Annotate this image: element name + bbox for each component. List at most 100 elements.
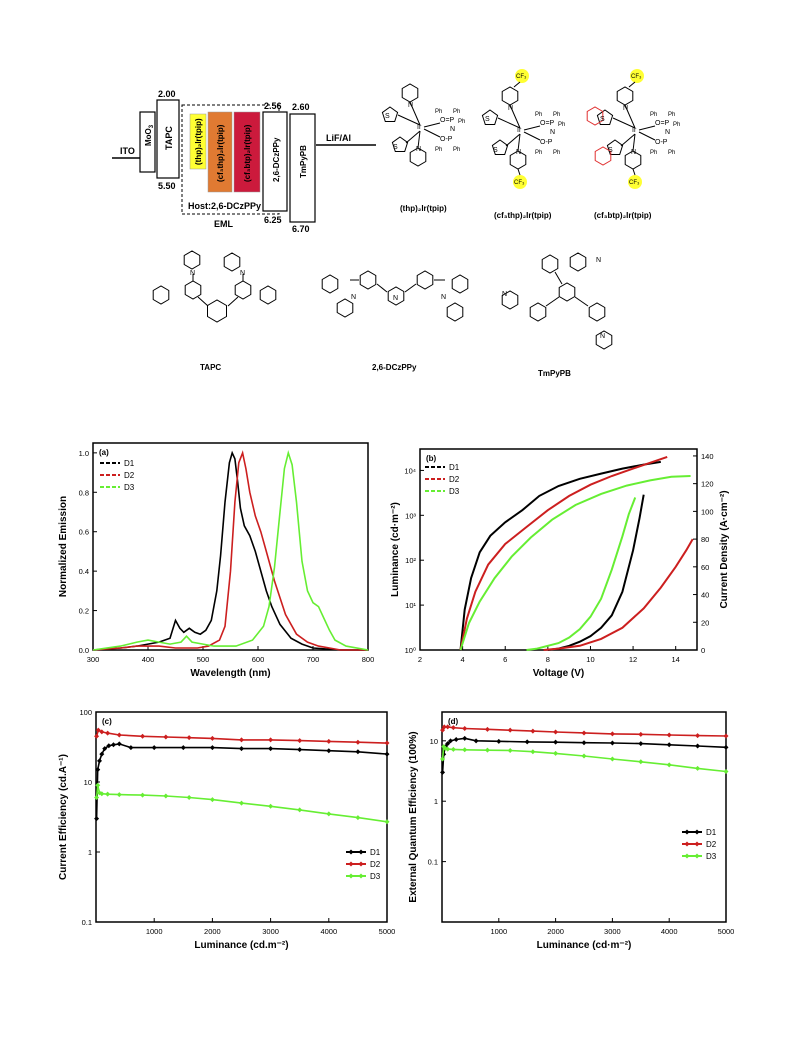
bond-line <box>620 133 636 147</box>
data-point <box>268 746 274 752</box>
data-point <box>151 745 157 751</box>
nitrogen-atom: N <box>441 294 446 301</box>
moo3-label: MoO3 <box>144 124 155 146</box>
moo3-layer <box>139 111 156 173</box>
x-tick-label: 3000 <box>262 927 279 936</box>
data-point <box>496 738 502 744</box>
pyridine-ring <box>569 252 587 272</box>
bond-line <box>574 296 589 307</box>
data-point <box>450 746 456 752</box>
y-tick-label: 0.8 <box>79 488 89 497</box>
data-point <box>609 731 615 737</box>
bond-line <box>423 128 441 138</box>
y-right-axis-label: Current Density (A·cm⁻²) <box>719 490 730 608</box>
bond-line <box>554 271 563 285</box>
nitrogen-atom: N <box>516 149 521 156</box>
data-point <box>581 740 587 746</box>
dczppy-homo: 6.25 <box>264 215 282 225</box>
plot-frame <box>419 448 698 651</box>
ito-label: ITO <box>120 146 135 156</box>
phenyl-label: Ph <box>535 150 542 156</box>
data-point <box>440 769 446 775</box>
data-point <box>180 745 186 751</box>
phenyl-ring <box>416 270 434 290</box>
legend-label-d3: D3 <box>124 483 135 492</box>
data-point <box>507 748 513 754</box>
data-point <box>441 724 447 730</box>
bond-line <box>517 133 521 152</box>
data-point <box>95 767 101 773</box>
molecule-label-cf3btp: (cf₃btp)₂Ir(tpip) <box>594 211 652 220</box>
y-right-tick-label: 100 <box>701 507 714 516</box>
data-point <box>239 746 244 752</box>
tolyl-ring <box>152 285 170 305</box>
data-point <box>128 745 134 751</box>
y-axis-label: Luminance (cd·m⁻²) <box>390 502 401 597</box>
dczppy-label: 2,6-DCzPPy <box>272 137 281 182</box>
data-point <box>684 841 690 847</box>
bond-line <box>523 125 541 131</box>
x-tick-label: 700 <box>307 655 320 664</box>
cf3-highlight <box>513 175 527 189</box>
panel-label: (c) <box>102 717 112 726</box>
bond-line <box>638 125 656 131</box>
data-point <box>99 729 105 735</box>
x-tick-label: 8 <box>546 655 550 664</box>
x-tick-label: 800 <box>362 655 375 664</box>
sulfur-atom: S <box>385 113 390 120</box>
bond-line <box>523 131 541 141</box>
cf3-group: CF₃ <box>629 180 640 186</box>
cf3-group: CF₃ <box>516 74 527 80</box>
x-axis-label: Luminance (cd.m⁻²) <box>194 940 288 951</box>
sulfur-atom: S <box>493 147 498 154</box>
phosphoryl-group: O=P <box>440 117 455 124</box>
data-point <box>694 841 700 847</box>
x-tick-label: 5000 <box>379 927 396 936</box>
carbazole-ring <box>446 302 464 322</box>
data-point <box>99 791 105 797</box>
legend-label-d1: D1 <box>370 848 381 857</box>
x-tick-label: 14 <box>672 655 680 664</box>
x-axis-label: Voltage (V) <box>533 668 584 679</box>
y-tick-label: 0.1 <box>428 858 438 867</box>
molecule-label-thp: (thp)₂Ir(tpip) <box>400 204 447 213</box>
central-benzene-ring <box>558 282 576 302</box>
phenyl-ring <box>588 302 606 322</box>
bond-line <box>417 130 421 149</box>
y-tick-label: 10 <box>84 778 92 787</box>
dopant-2-label: (cf₃thp)₂Ir(tpip) <box>216 124 225 182</box>
data-point <box>684 829 690 835</box>
panel-label: (b) <box>426 454 437 463</box>
bond-line <box>423 122 441 128</box>
nitrogen-atom: N <box>502 291 507 298</box>
phenyl-label: Ph <box>453 147 460 153</box>
data-point <box>484 747 490 753</box>
legend-label-d2: D2 <box>449 475 460 484</box>
sulfur-atom: S <box>393 144 398 151</box>
iridium-atom: Ir <box>517 127 522 134</box>
x-tick-label: 4000 <box>661 927 678 936</box>
pyridine-ring <box>595 330 613 350</box>
data-point <box>553 750 559 756</box>
phenyl-ring <box>184 280 202 300</box>
thiophene-ring <box>381 106 399 122</box>
data-point <box>102 746 108 752</box>
phosphoryl-group: O-P <box>540 139 553 146</box>
x-axis-label: Wavelength (nm) <box>190 668 270 679</box>
phosphoryl-group: O=P <box>655 120 670 127</box>
nitrogen-atom: N <box>393 295 398 302</box>
data-point <box>723 744 729 750</box>
tapc-layer <box>156 99 180 179</box>
series-line-d2 <box>459 455 668 651</box>
data-point <box>326 748 332 754</box>
data-point <box>507 727 513 733</box>
data-point <box>95 727 101 733</box>
data-point <box>445 746 451 752</box>
data-point <box>666 762 672 768</box>
x-tick-label: 1000 <box>490 927 507 936</box>
x-tick-label: 1000 <box>146 927 163 936</box>
x-tick-label: 600 <box>252 655 265 664</box>
data-point <box>355 749 361 755</box>
series-line-d1 <box>95 743 388 819</box>
